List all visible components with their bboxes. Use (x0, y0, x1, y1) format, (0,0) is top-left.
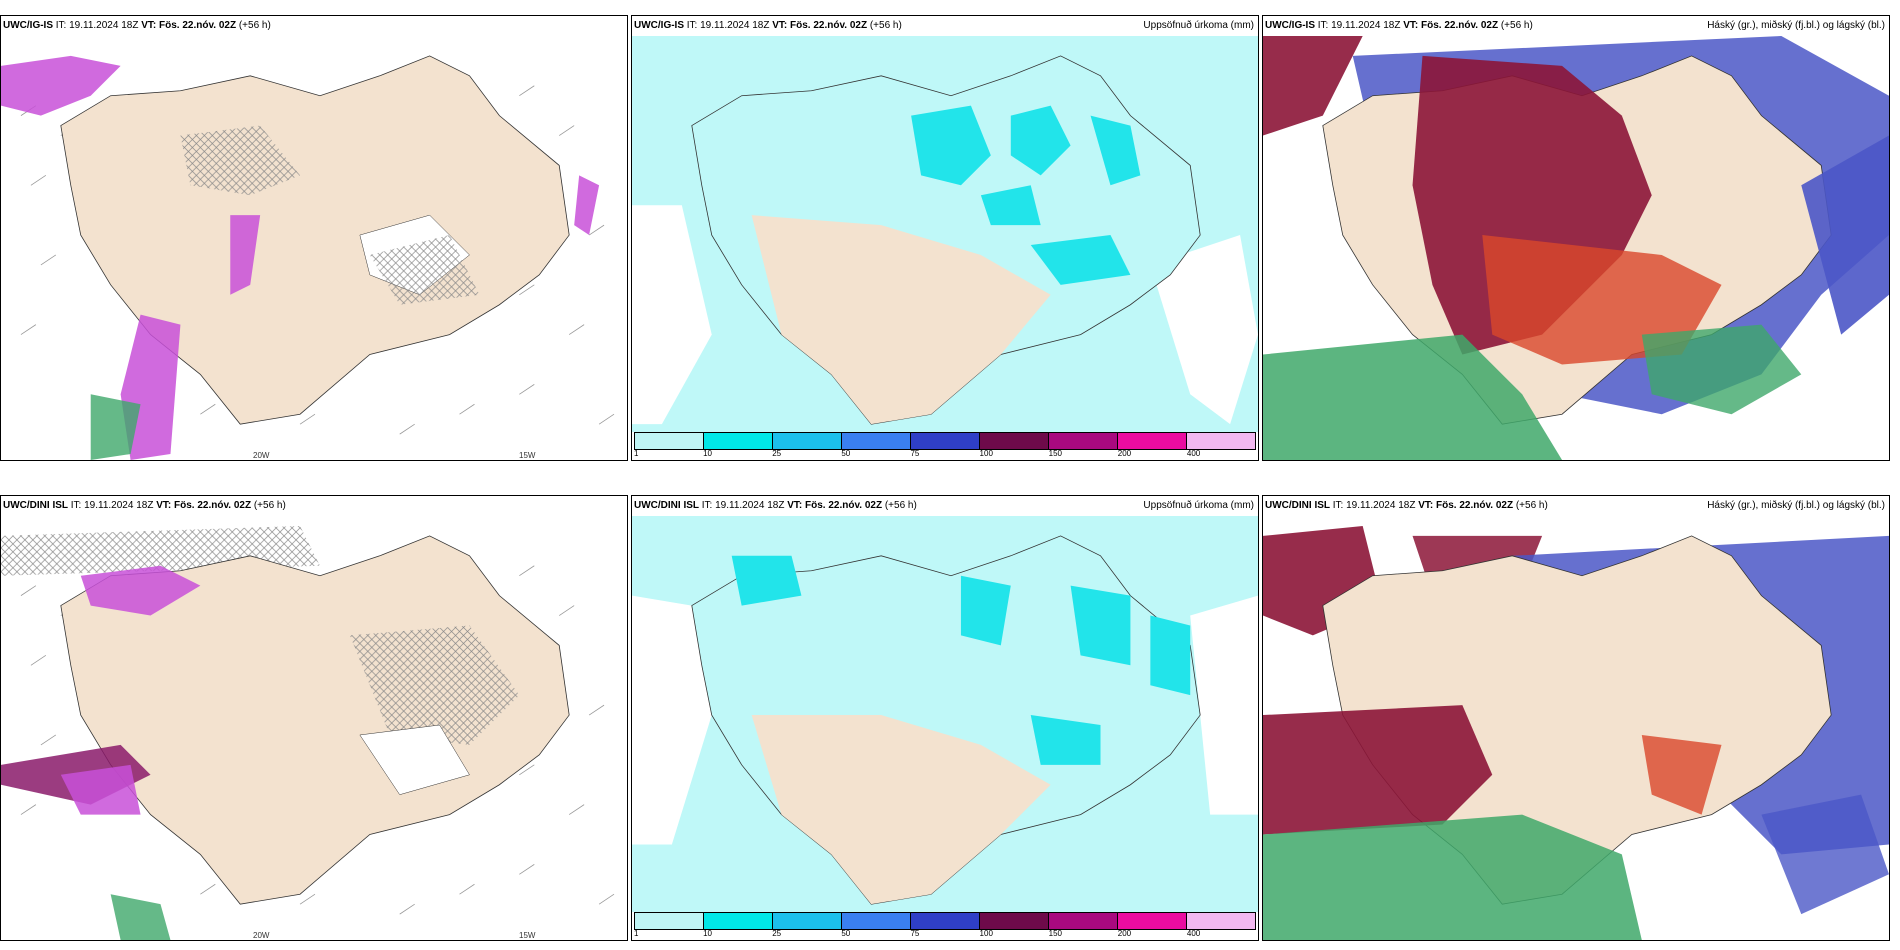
colorbar-label: 1 (634, 449, 639, 458)
colorbar-swatch (635, 913, 704, 929)
colorbar-label: 10 (703, 449, 713, 458)
precip-map (632, 36, 1258, 460)
colorbar-swatch (1187, 433, 1255, 449)
colorbar-swatch (773, 433, 842, 449)
lon-tick-20w: 20W (253, 451, 270, 460)
panel-title: Uppsöfnuð úrkoma (mm) (1143, 20, 1254, 31)
lon-tick-15w: 15W (519, 931, 536, 940)
precip-map (632, 516, 1258, 940)
colorbar-label: 10 (703, 929, 713, 938)
colorbar-swatch (635, 433, 704, 449)
colorbar-swatch (773, 913, 842, 929)
colorbar-label: 50 (841, 449, 851, 458)
panel-header: UWC/IG-IS IT: 19.11.2024 18Z VT: Fös. 22… (632, 16, 1258, 36)
colorbar-swatch (842, 913, 911, 929)
panel-title: Háský (gr.), miðský (fj.bl.) og lágský (… (1707, 20, 1885, 31)
colorbar-swatch (1187, 913, 1255, 929)
colorbar-label: 100 (979, 929, 993, 938)
colorbar-swatch (1118, 913, 1187, 929)
colorbar-label: 150 (1048, 449, 1063, 458)
colorbar-swatch (1049, 913, 1118, 929)
colorbar-swatch (1118, 433, 1187, 449)
colorbar-label: 75 (910, 929, 920, 938)
wind-temp-panel-2: UWC/DINI ISL IT: 19.11.2024 18Z VT: Fös.… (0, 495, 628, 941)
panel-header: UWC/IG-IS IT: 19.11.2024 18Z VT: Fös. 22… (1263, 16, 1889, 36)
colorbar-swatch (704, 433, 773, 449)
panel-title: Uppsöfnuð úrkoma (mm) (1143, 500, 1254, 511)
panel-header: UWC/IG-IS IT: 19.11.2024 18Z VT: Fös. 22… (1, 16, 627, 36)
colorbar-swatch (1049, 433, 1118, 449)
map-area (1, 36, 627, 460)
colorbar-label: 400 (1186, 929, 1201, 938)
colorbar-swatch (704, 913, 773, 929)
colorbar-swatch (980, 433, 1049, 449)
colorbar: 1 10 25 50 75 100 150 200 400 (632, 912, 1258, 940)
map-area (632, 516, 1258, 940)
colorbar-label: 200 (1117, 929, 1132, 938)
cloud-panel-1: UWC/IG-IS IT: 19.11.2024 18Z VT: Fös. 22… (1262, 15, 1890, 461)
panel-header: UWC/DINI ISL IT: 19.11.2024 18Z VT: Fös.… (1263, 496, 1889, 516)
map-area (1263, 36, 1889, 460)
colorbar-swatch (980, 913, 1049, 929)
colorbar-label: 150 (1048, 929, 1063, 938)
panel-header: UWC/DINI ISL IT: 19.11.2024 18Z VT: Fös.… (1, 496, 627, 516)
cloud-map (1263, 516, 1889, 940)
colorbar: 1 10 25 50 75 100 150 200 400 (632, 432, 1258, 460)
cloud-map (1263, 36, 1889, 460)
colorbar-label: 200 (1117, 449, 1132, 458)
colorbar-label: 75 (910, 449, 920, 458)
lon-tick-20w: 20W (253, 931, 270, 940)
colorbar-labels: 1 10 25 50 75 100 150 200 400 (634, 929, 1256, 939)
colorbar-swatches (634, 912, 1256, 930)
colorbar-swatch (911, 913, 980, 929)
colorbar-swatches (634, 432, 1256, 450)
map-area (1, 516, 627, 940)
colorbar-label: 50 (841, 929, 851, 938)
colorbar-label: 400 (1186, 449, 1201, 458)
colorbar-label: 25 (772, 929, 782, 938)
colorbar-label: 1 (634, 929, 639, 938)
colorbar-swatch (911, 433, 980, 449)
wind-map (1, 516, 627, 940)
panel-header: UWC/DINI ISL IT: 19.11.2024 18Z VT: Fös.… (632, 496, 1258, 516)
precip-panel-1: UWC/IG-IS IT: 19.11.2024 18Z VT: Fös. 22… (631, 15, 1259, 461)
map-area (632, 36, 1258, 460)
lon-tick-15w: 15W (519, 451, 536, 460)
wind-map (1, 36, 627, 460)
map-area (1263, 516, 1889, 940)
precip-panel-2: UWC/DINI ISL IT: 19.11.2024 18Z VT: Fös.… (631, 495, 1259, 941)
cloud-panel-2: UWC/DINI ISL IT: 19.11.2024 18Z VT: Fös.… (1262, 495, 1890, 941)
colorbar-label: 25 (772, 449, 782, 458)
colorbar-labels: 1 10 25 50 75 100 150 200 400 (634, 449, 1256, 459)
wind-temp-panel-1: UWC/IG-IS IT: 19.11.2024 18Z VT: Fös. 22… (0, 15, 628, 461)
colorbar-label: 100 (979, 449, 993, 458)
panel-title: Háský (gr.), miðský (fj.bl.) og lágský (… (1707, 500, 1885, 511)
colorbar-swatch (842, 433, 911, 449)
